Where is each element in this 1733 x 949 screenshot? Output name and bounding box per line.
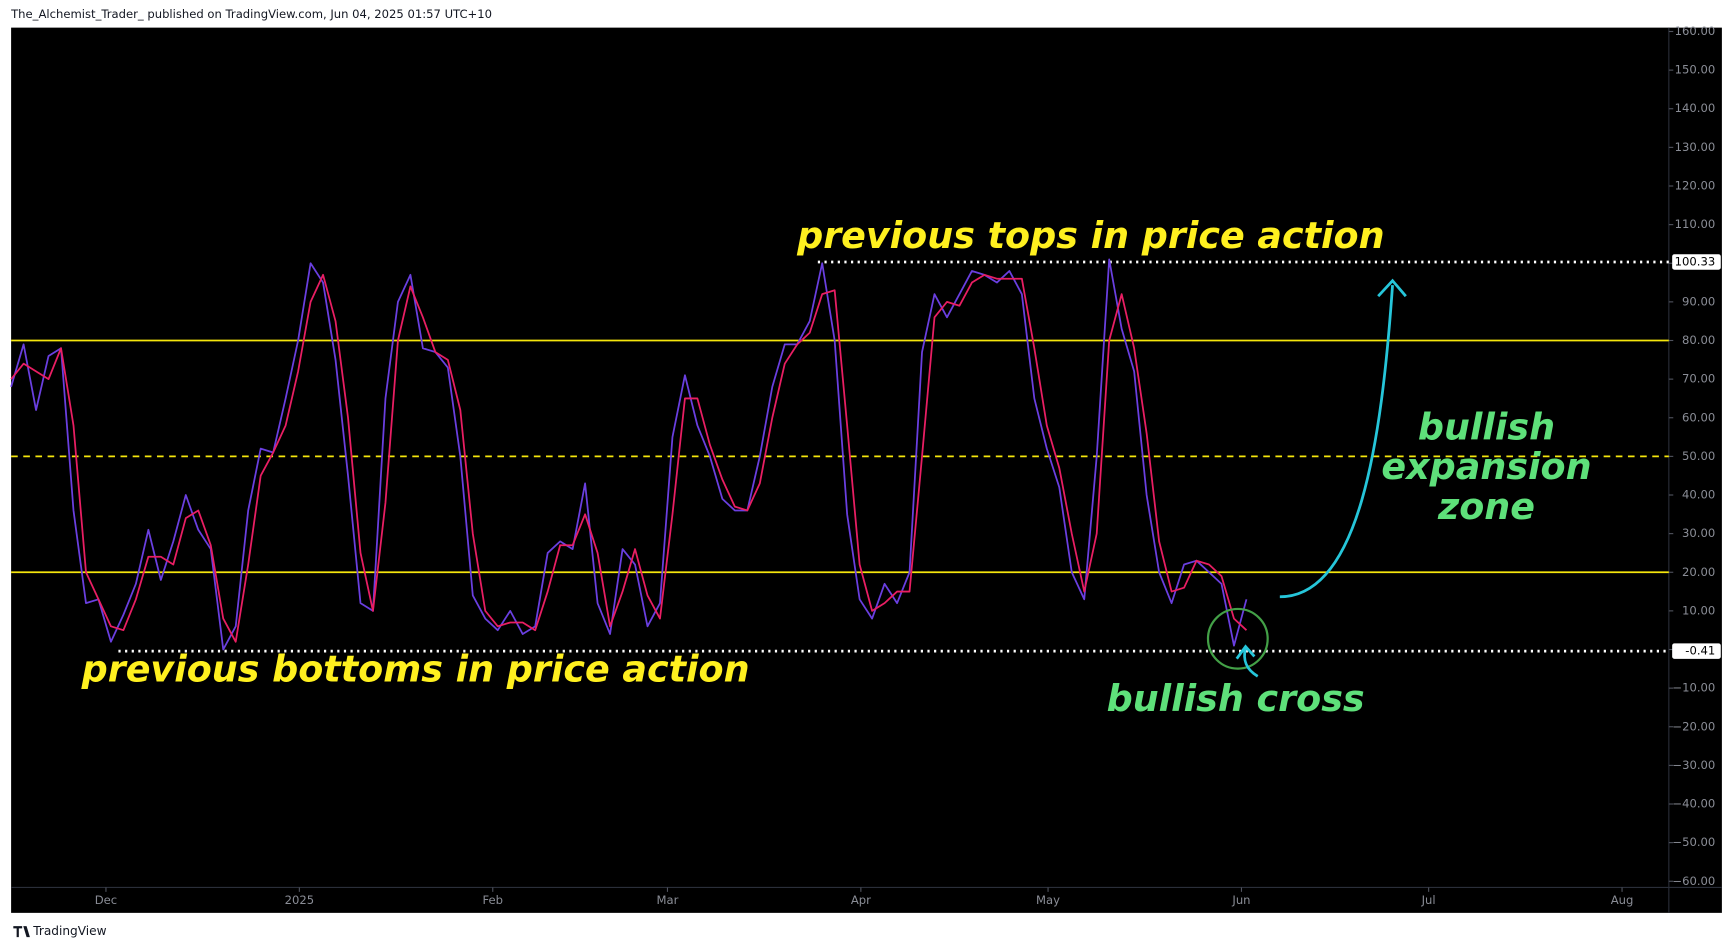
x-tick-label: Mar <box>657 893 679 907</box>
x-tick-label: Feb <box>483 893 504 907</box>
price-label: -0.41 <box>1685 644 1715 658</box>
price-label-box <box>1672 643 1721 659</box>
price-label: 100.33 <box>1675 254 1716 268</box>
y-tick-label: 30.00 <box>1682 526 1715 540</box>
y-tick-label: 10.00 <box>1682 603 1715 617</box>
y-tick-label: −40.00 <box>1672 797 1715 811</box>
highlight-circle <box>1206 607 1269 670</box>
x-tick-label: Dec <box>95 893 117 907</box>
annotation: bullish <box>1418 405 1555 448</box>
annotation: zone <box>1437 485 1535 528</box>
x-tick-label: Jul <box>1421 893 1436 907</box>
x-tick-label: Aug <box>1611 893 1634 907</box>
y-tick-label: 110.00 <box>1675 217 1716 231</box>
price-label-box <box>1672 254 1721 270</box>
y-tick-label: 60.00 <box>1682 410 1715 424</box>
y-tick-label: −50.00 <box>1672 835 1715 849</box>
y-tick-label: 120.00 <box>1675 178 1716 192</box>
y-tick-label: 140.00 <box>1675 101 1716 115</box>
brand: TradingView <box>32 924 106 938</box>
annotation: previous bottoms in price action <box>81 647 750 690</box>
y-tick-label: 90.00 <box>1682 294 1715 308</box>
y-tick-label: −10.00 <box>1672 681 1715 695</box>
arrow <box>1243 647 1259 678</box>
y-tick-label: 50.00 <box>1682 449 1715 463</box>
series-line <box>10 258 1248 651</box>
y-tick-label: 160.00 <box>1675 24 1716 38</box>
x-tick-label: Jun <box>1231 893 1250 907</box>
chart-layer: 160.00 150.00 140.00 130.00 120.00 110.00 100.… <box>10 24 1721 907</box>
annotation: bullish cross <box>1107 677 1365 720</box>
series-line <box>10 273 1248 643</box>
y-tick-label: 20.00 <box>1682 565 1715 579</box>
y-tick-label: 40.00 <box>1682 488 1715 502</box>
x-tick-label: 2025 <box>285 893 315 907</box>
y-tick-label: 70.00 <box>1682 372 1715 386</box>
arrow-head <box>1377 278 1407 298</box>
annotation: previous tops in price action <box>796 214 1385 257</box>
publisher-line: The_Alchemist_Trader_ published on Tradi… <box>10 7 492 21</box>
y-tick-label: −30.00 <box>1672 758 1715 772</box>
y-tick-label: 130.00 <box>1675 140 1716 154</box>
y-tick-label: 150.00 <box>1675 63 1716 77</box>
y-tick-label: 80.00 <box>1682 333 1715 347</box>
brand-logo <box>13 926 30 938</box>
y-tick-label: −20.00 <box>1672 719 1715 733</box>
annotation: expansion <box>1381 445 1591 488</box>
x-tick-label: May <box>1036 893 1060 907</box>
x-tick-label: Apr <box>851 893 871 907</box>
arrow-head <box>1235 644 1256 660</box>
plot-background <box>11 27 1722 913</box>
arrow <box>1279 285 1394 599</box>
y-tick-label: −60.00 <box>1672 874 1715 888</box>
